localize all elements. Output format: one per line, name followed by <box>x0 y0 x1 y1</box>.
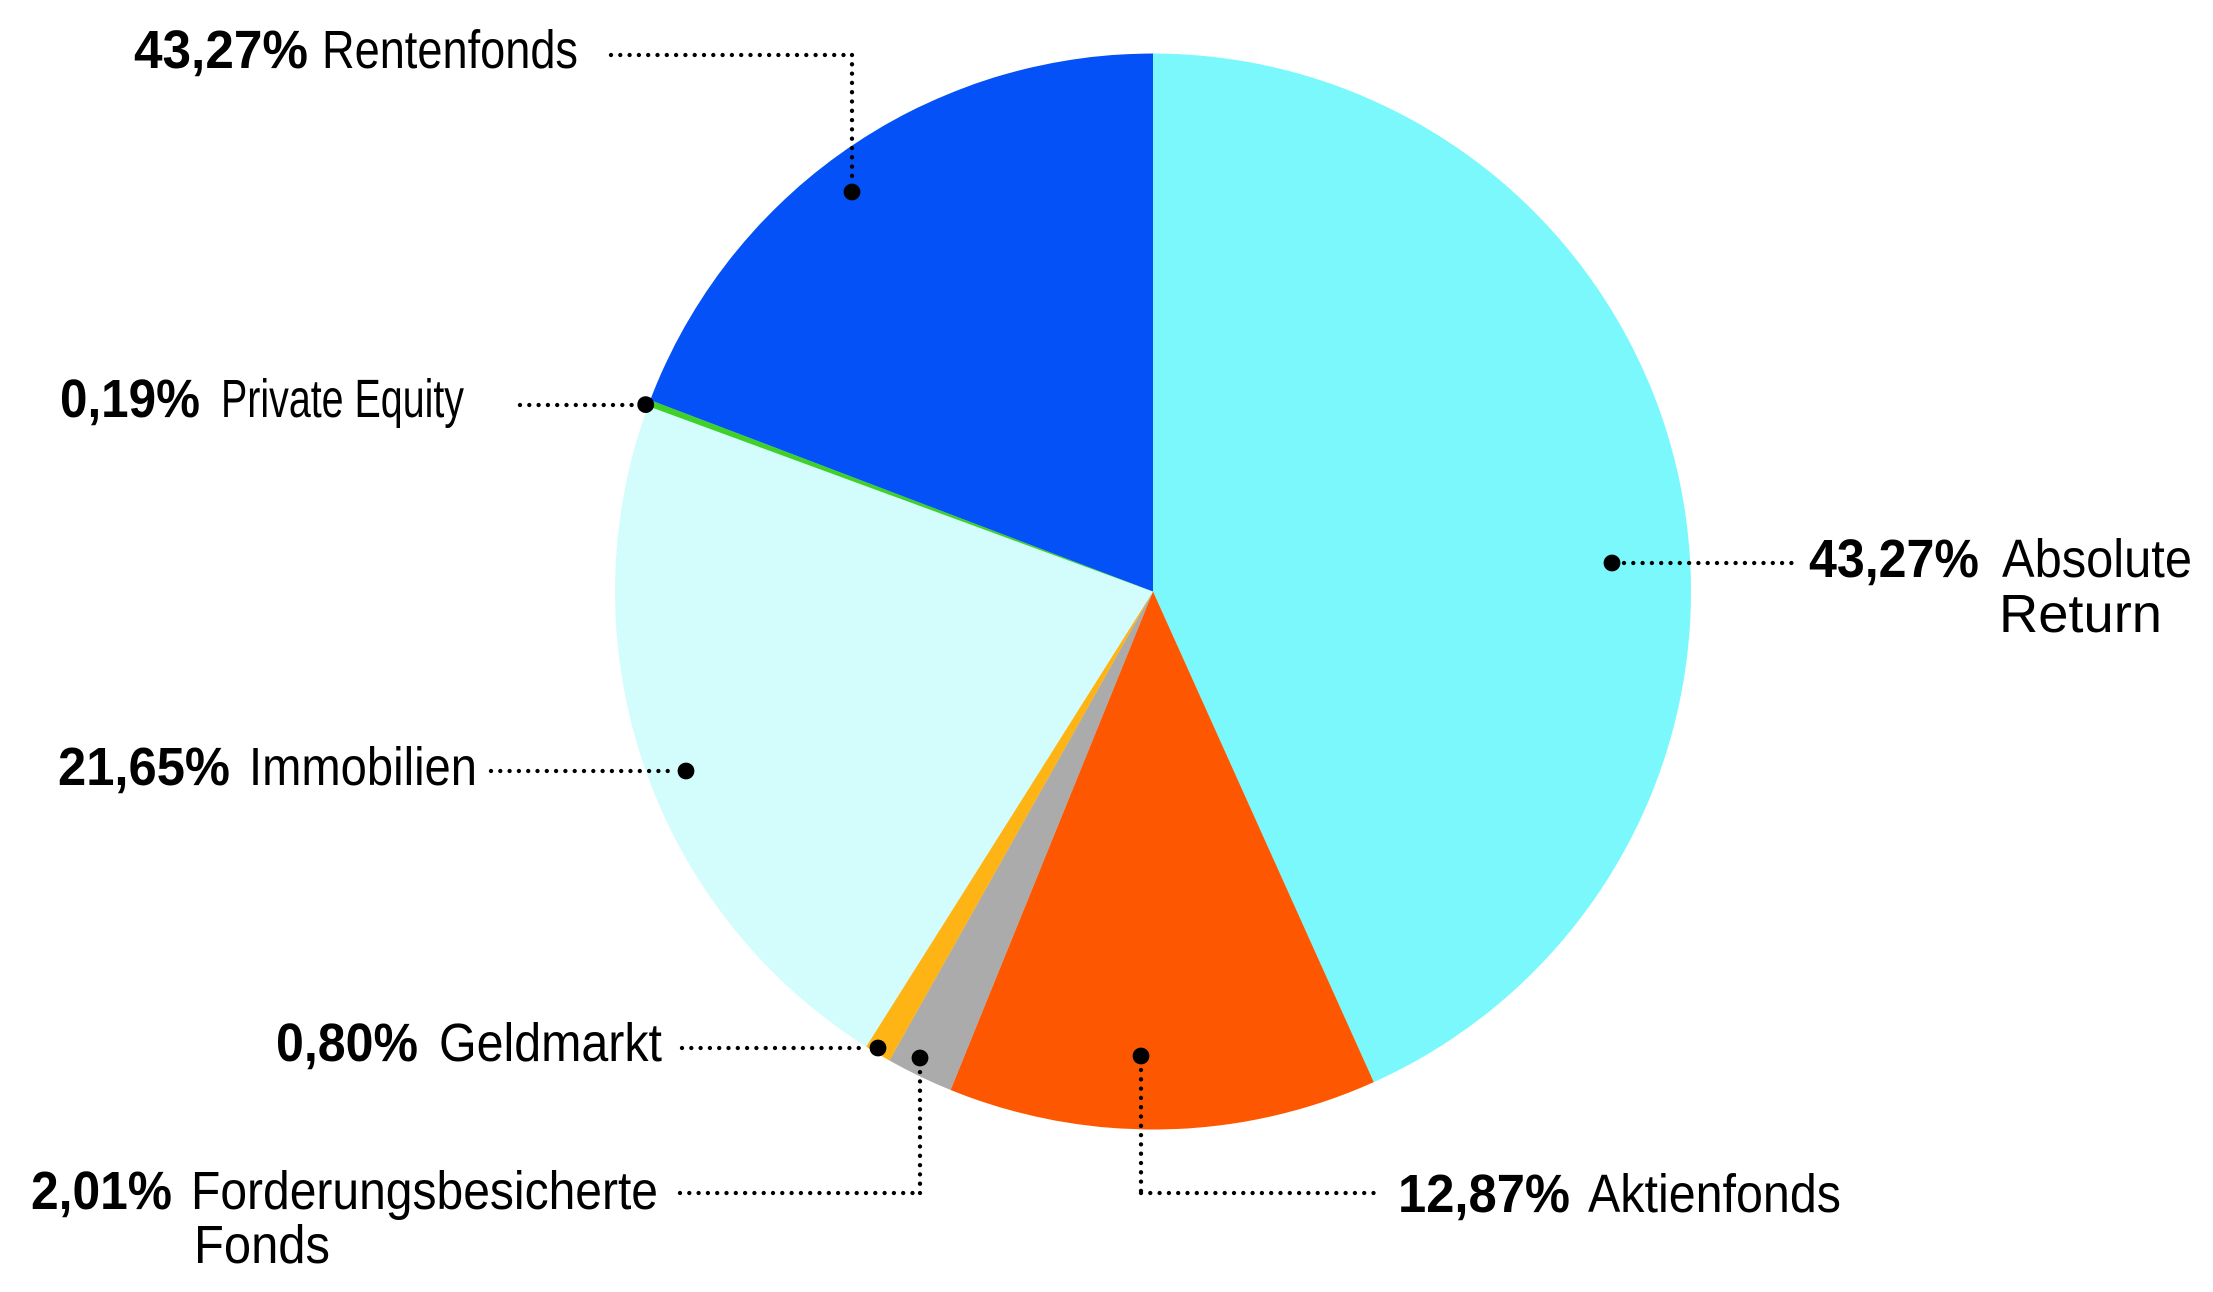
svg-text:Geldmarkt: Geldmarkt <box>439 1013 662 1073</box>
svg-text:Forderungsbesicherte: Forderungsbesicherte <box>191 1161 658 1221</box>
svg-text:0,19%: 0,19% <box>60 369 200 429</box>
svg-text:12,87%: 12,87% <box>1398 1164 1570 1224</box>
svg-text:2,01%: 2,01% <box>31 1161 172 1221</box>
svg-text:Fonds: Fonds <box>194 1215 330 1275</box>
svg-text:Absolute: Absolute <box>2002 529 2192 589</box>
svg-text:0,80%: 0,80% <box>276 1013 418 1073</box>
svg-text:43,27%: 43,27% <box>1809 529 1979 589</box>
svg-text:Aktienfonds: Aktienfonds <box>1588 1164 1841 1224</box>
svg-text:43,27%: 43,27% <box>134 20 308 80</box>
svg-text:Immobilien: Immobilien <box>249 737 477 797</box>
svg-text:Return: Return <box>1999 584 2162 644</box>
svg-text:Private Equity: Private Equity <box>221 369 464 429</box>
svg-text:21,65%: 21,65% <box>58 737 230 797</box>
svg-text:Rentenfonds: Rentenfonds <box>322 20 578 80</box>
